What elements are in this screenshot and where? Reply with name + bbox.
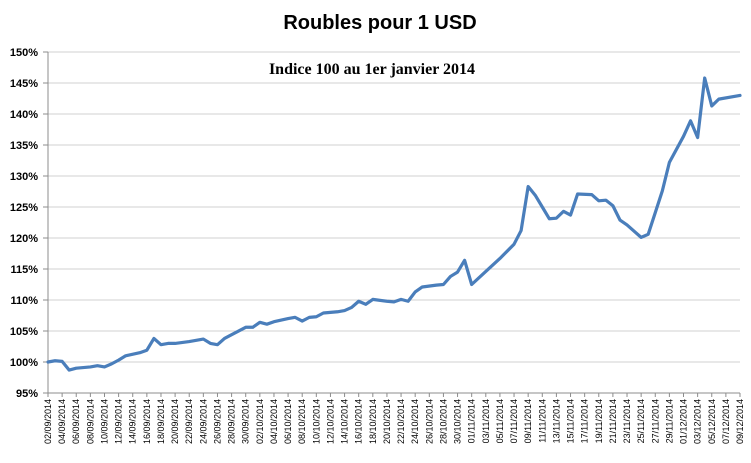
x-tick-label: 06/10/2014 [283, 399, 293, 444]
x-tick-label: 28/09/2014 [227, 399, 237, 444]
x-tick-label: 04/10/2014 [269, 399, 279, 444]
series-layer [46, 76, 742, 372]
x-tick-label: 14/10/2014 [340, 399, 350, 444]
x-tick-label: 05/11/2014 [495, 399, 505, 443]
y-tick-label: 115% [10, 264, 38, 276]
x-tick-label: 08/10/2014 [297, 399, 307, 444]
gridlines [48, 51, 740, 363]
x-tick-label: 02/09/2014 [43, 399, 53, 444]
x-tick-label: 01/12/2014 [679, 399, 689, 444]
x-tick-label: 25/11/2014 [636, 399, 646, 443]
x-tick-label: 20/10/2014 [382, 399, 392, 444]
series-line [46, 76, 742, 372]
y-tick-label: 135% [10, 140, 38, 152]
x-tick-label: 26/10/2014 [424, 399, 434, 444]
x-tick-label: 13/11/2014 [551, 399, 561, 443]
x-tick-label: 07/12/2014 [721, 399, 731, 444]
y-tick-label: 100% [10, 357, 38, 369]
chart-subtitle: Indice 100 au 1er janvier 2014 [269, 61, 475, 78]
y-tick-label: 130% [10, 171, 38, 183]
x-tick-label: 03/11/2014 [481, 399, 491, 443]
y-tick-label: 120% [10, 233, 38, 245]
x-axis-tick-labels: 02/09/2014 04/09/2014 06/09/2014 08/09/2014… [43, 399, 745, 444]
x-tick-label: 03/12/2014 [693, 399, 703, 444]
y-tick-label: 125% [10, 202, 38, 214]
x-tick-label: 22/09/2014 [184, 399, 194, 444]
x-tick-label: 19/11/2014 [594, 399, 604, 443]
x-tick-label: 17/11/2014 [580, 399, 590, 443]
y-tick-label: 105% [10, 326, 38, 338]
x-tick-label: 18/09/2014 [156, 399, 166, 444]
x-tick-label: 22/10/2014 [396, 399, 406, 444]
x-tick-label: 01/11/2014 [467, 399, 477, 443]
x-tick-label: 16/10/2014 [354, 399, 364, 444]
x-tick-label: 14/09/2014 [128, 399, 138, 444]
x-tick-label: 12/09/2014 [114, 399, 124, 444]
x-tick-label: 27/11/2014 [650, 399, 660, 443]
x-tick-label: 24/09/2014 [198, 399, 208, 444]
x-tick-label: 09/12/2014 [735, 399, 745, 444]
x-tick-label: 11/11/2014 [537, 399, 547, 443]
x-tick-label: 21/11/2014 [608, 399, 618, 443]
x-tick-label: 30/10/2014 [453, 399, 463, 444]
x-tick-label: 04/09/2014 [57, 399, 67, 444]
x-tick-label: 15/11/2014 [566, 399, 576, 443]
axes [43, 51, 741, 397]
x-tick-label: 02/10/2014 [255, 399, 265, 444]
y-tick-label: 95% [16, 388, 38, 400]
y-axis-tick-labels: 95% 100% 105% 110% 115% 120% 125% 130% 135% 140% 1… [10, 47, 38, 400]
x-tick-label: 18/10/2014 [368, 399, 378, 444]
x-tick-label: 07/11/2014 [509, 399, 519, 443]
x-tick-label: 05/12/2014 [707, 399, 717, 444]
x-tick-label: 12/10/2014 [325, 399, 335, 444]
x-tick-label: 29/11/2014 [664, 399, 674, 443]
y-tick-label: 150% [10, 47, 38, 59]
x-tick-label: 08/09/2014 [85, 399, 95, 444]
x-tick-label: 26/09/2014 [212, 399, 222, 444]
x-tick-label: 30/09/2014 [241, 399, 251, 444]
y-tick-label: 110% [10, 295, 38, 307]
x-tick-label: 20/09/2014 [170, 399, 180, 444]
x-tick-label: 09/11/2014 [523, 399, 533, 443]
x-tick-label: 16/09/2014 [142, 399, 152, 444]
x-tick-label: 28/10/2014 [438, 399, 448, 444]
x-tick-label: 10/09/2014 [99, 399, 109, 444]
y-tick-label: 145% [10, 78, 38, 90]
x-tick-label: 23/11/2014 [622, 399, 632, 443]
y-tick-label: 140% [10, 109, 38, 121]
x-tick-label: 10/10/2014 [311, 399, 321, 444]
chart-title: Roubles pour 1 USD [283, 12, 476, 34]
x-tick-label: 06/09/2014 [71, 399, 81, 444]
x-tick-label: 24/10/2014 [410, 399, 420, 444]
